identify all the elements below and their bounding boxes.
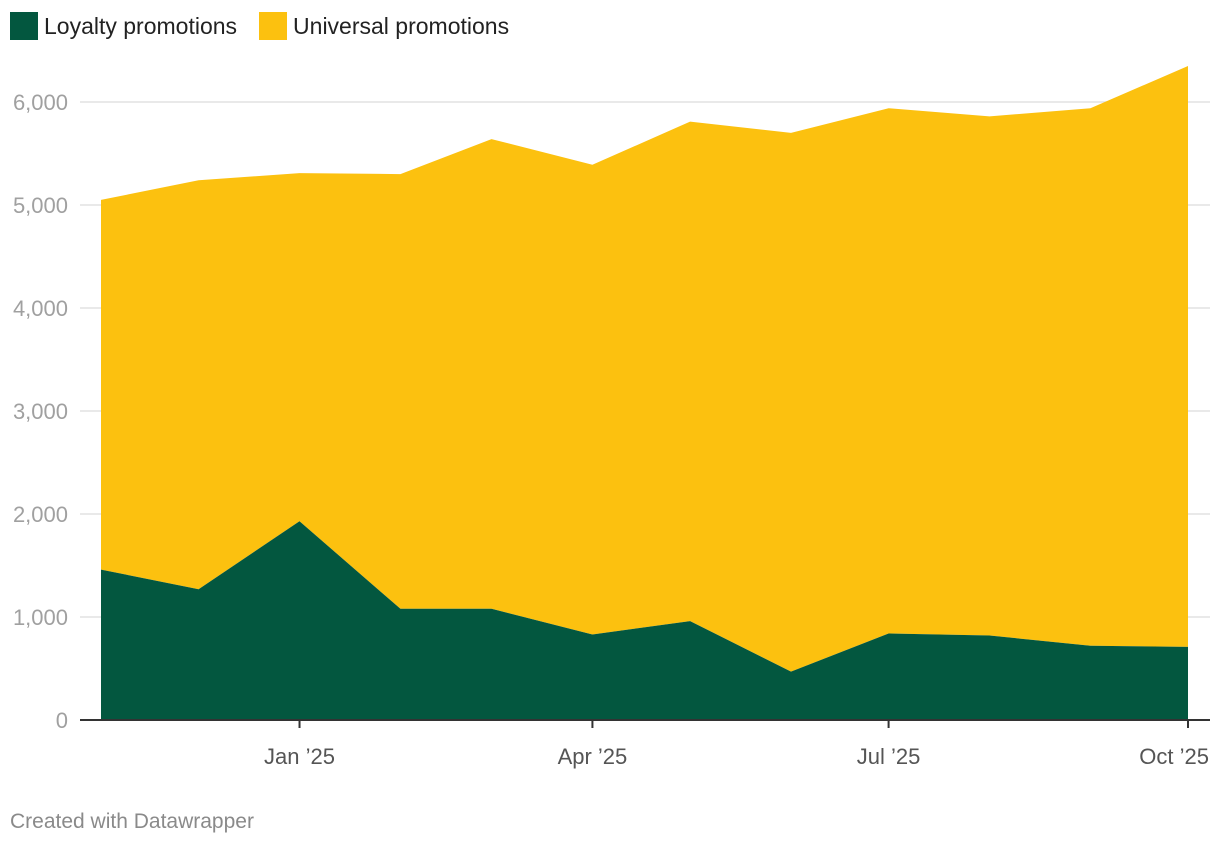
x-tick-label-2025-04-01: Apr ’25	[558, 744, 628, 769]
legend-label-loyalty: Loyalty promotions	[44, 12, 238, 39]
axis-layer: Jan ’25 Apr ’25 Jul ’25 Oct ’25	[80, 719, 1210, 769]
legend-item-universal: Universal promotions	[259, 12, 509, 40]
footer-credit: Created with Datawrapper	[10, 810, 254, 833]
y-tick-label-5000: 5,000	[13, 193, 68, 218]
x-tick-label-2025-01-01: Jan ’25	[264, 744, 335, 769]
y-tick-label-4000: 4,000	[13, 296, 68, 321]
legend-swatch-loyalty	[10, 12, 38, 40]
legend-swatch-universal	[259, 12, 288, 40]
x-tick-label-2025-07-01: Jul ’25	[857, 744, 921, 769]
y-tick-label-0: 0	[56, 708, 68, 733]
area-layer	[101, 66, 1188, 720]
y-tick-label-1000: 1,000	[13, 605, 68, 630]
legend-label-universal: Universal promotions	[293, 12, 510, 39]
area-loyalty-promotions	[101, 521, 1188, 720]
area-universal-promotions	[101, 66, 1188, 672]
y-tick-label-2000: 2,000	[13, 502, 68, 527]
legend-item-loyalty: Loyalty promotions	[10, 12, 237, 40]
x-tick-label-2025-10-01: Oct ’25	[1139, 744, 1209, 769]
y-tick-label-6000: 6,000	[13, 90, 68, 115]
legend: Loyalty promotions Universal promotions	[10, 12, 531, 40]
y-tick-label-3000: 3,000	[13, 399, 68, 424]
